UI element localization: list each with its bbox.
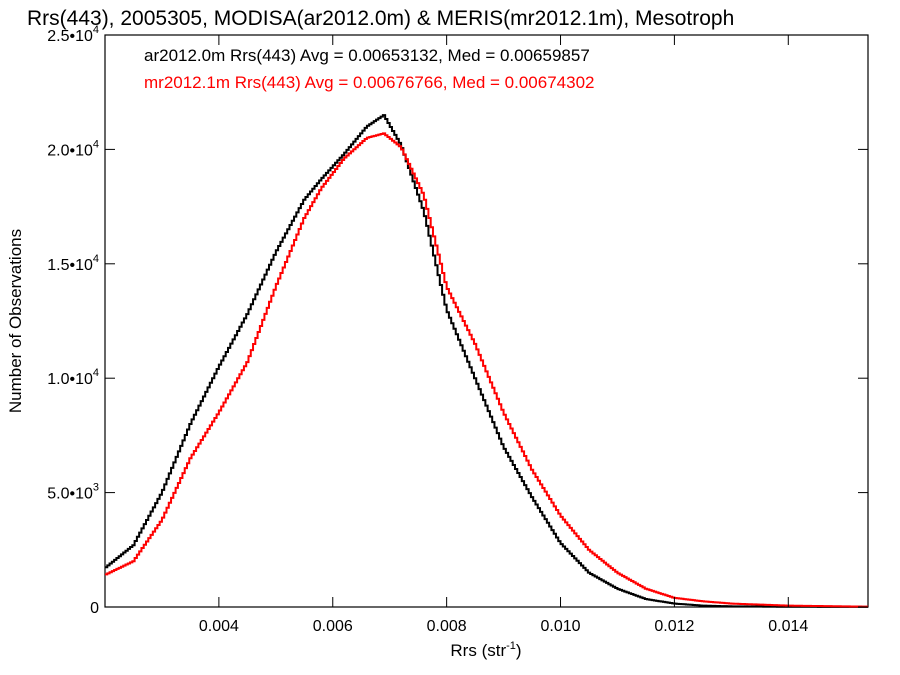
y-tick-mantissa: 1.0•10 xyxy=(47,371,93,388)
chart-title: Rrs(443), 2005305, MODISA(ar2012.0m) & M… xyxy=(27,7,734,30)
legend-entry: ar2012.0m Rrs(443) Avg = 0.00653132, Med… xyxy=(144,46,590,65)
y-tick-exponent: 4 xyxy=(93,24,99,36)
y-tick-mantissa: 1.5•10 xyxy=(47,257,93,274)
series-line-meris xyxy=(105,132,868,608)
x-tick-label: 0.014 xyxy=(768,618,808,635)
y-tick-exponent: 4 xyxy=(93,367,99,379)
y-tick-mantissa: 5.0•10 xyxy=(47,486,93,503)
y-tick-label: 2.5•104 xyxy=(47,24,99,45)
y-tick-exponent: 4 xyxy=(93,253,99,265)
x-axis-label-text: Rrs (str xyxy=(450,641,506,660)
series-layer xyxy=(105,114,868,608)
x-tick-label: 0.008 xyxy=(427,618,467,635)
legend-entry: mr2012.1m Rrs(443) Avg = 0.00676766, Med… xyxy=(144,73,595,92)
y-tick-mantissa: 2.0•10 xyxy=(47,142,93,159)
x-axis-label-close: ) xyxy=(516,641,522,660)
y-tick-label: 1.5•104 xyxy=(47,253,99,274)
x-axis-label-superscript: -1 xyxy=(506,640,516,652)
y-tick-label: 2.0•104 xyxy=(47,138,99,159)
y-tick-exponent: 3 xyxy=(93,482,99,494)
y-tick-label: 1.0•104 xyxy=(47,367,99,388)
x-axis: 0.004 0.006 0.008 0.010 0.012 0.014 xyxy=(199,35,808,635)
legend: ar2012.0m Rrs(443) Avg = 0.00653132, Med… xyxy=(144,46,595,92)
y-tick-mantissa: 0 xyxy=(90,600,99,617)
x-tick-label: 0.010 xyxy=(540,618,580,635)
y-tick-label: 0 xyxy=(90,600,99,617)
x-tick-label: 0.004 xyxy=(199,618,239,635)
series-line-modisa xyxy=(105,114,868,608)
plot-area-frame xyxy=(104,34,869,608)
y-tick-label: 5.0•103 xyxy=(47,482,99,503)
y-tick-exponent: 4 xyxy=(93,138,99,150)
x-tick-label: 0.012 xyxy=(654,618,694,635)
y-axis-label: Number of Observations xyxy=(6,229,25,413)
y-tick-mantissa: 2.5•10 xyxy=(47,28,93,45)
x-tick-label: 0.006 xyxy=(313,618,353,635)
x-axis-label: Rrs (str-1) xyxy=(450,640,521,660)
